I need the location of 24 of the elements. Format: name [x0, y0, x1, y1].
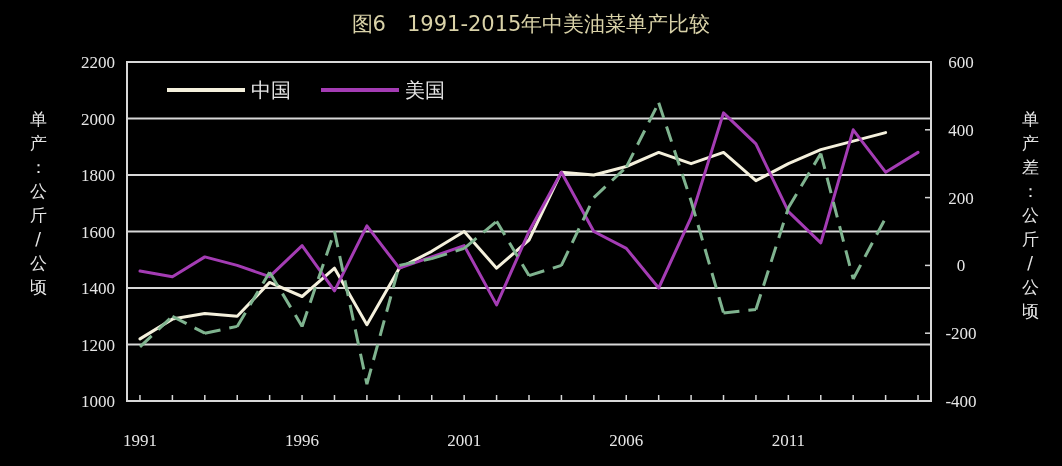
legend-label: 中国 [251, 78, 291, 102]
y-tick-label: 1400 [81, 279, 115, 298]
y-tick-label: 2000 [81, 109, 115, 129]
x-tick-label: 2011 [771, 431, 806, 450]
y2-tick-label: -400 [945, 392, 977, 411]
chart-title: 图6 1991-2015年中美油菜单产比较 [351, 12, 711, 36]
y2-tick-label: 200 [948, 188, 974, 208]
x-tick-label: 2006 [609, 431, 644, 450]
y-tick-label: 1800 [81, 166, 115, 185]
legend-label: 美国 [405, 78, 445, 102]
y-tick-label: 2200 [81, 53, 115, 72]
y-tick-label: 1200 [81, 335, 115, 355]
y2-tick-label: -200 [945, 324, 977, 344]
y-tick-label: 1000 [81, 392, 115, 411]
line-series [138, 111, 920, 307]
x-tick-label: 1996 [285, 431, 320, 450]
y2-tick-label: 0 [956, 256, 966, 276]
y-tick-label: 1600 [81, 222, 115, 242]
x-tick-label: 1991 [122, 431, 157, 450]
y2-tick-label: 600 [948, 53, 974, 72]
text: 单产差：公斤/公顷 [1021, 109, 1039, 321]
y-axis-title: 单产：公斤/公顷 [29, 109, 47, 297]
y2-tick-label: 400 [948, 120, 974, 140]
x-tick-label: 2001 [447, 431, 482, 450]
